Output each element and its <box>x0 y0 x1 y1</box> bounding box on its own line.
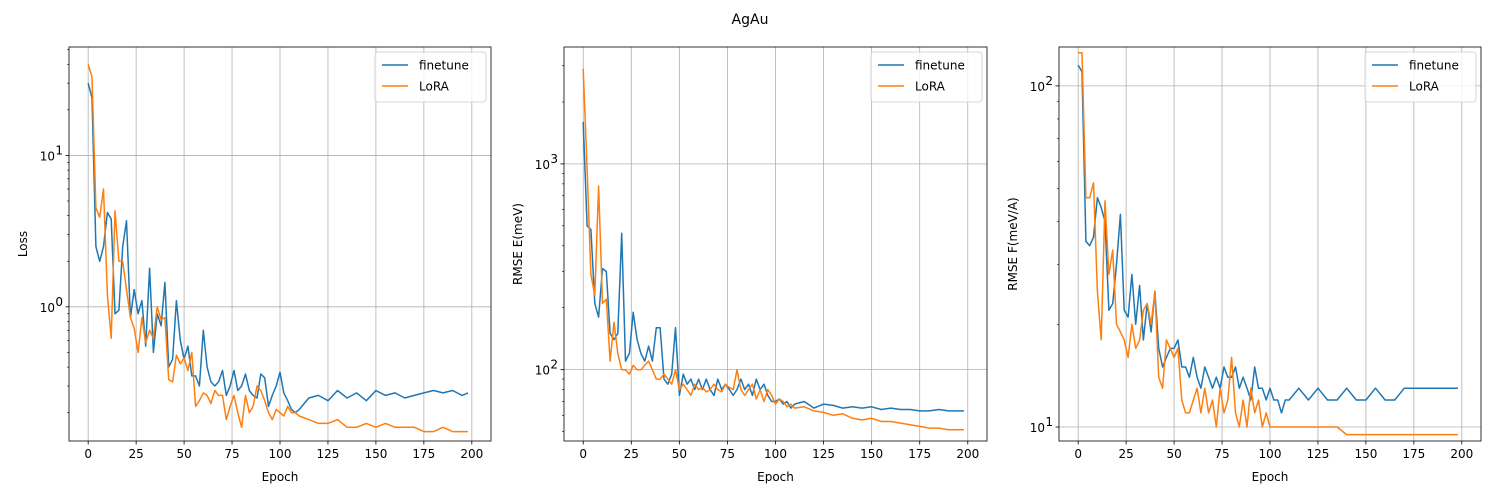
series-line-lora <box>1078 52 1458 436</box>
x-tick-label: 200 <box>956 447 979 461</box>
x-tick-label: 125 <box>317 447 340 461</box>
y-tick-base: 10 <box>40 301 55 315</box>
y-tick-exponent: 1 <box>1045 415 1053 429</box>
x-tick-label: 0 <box>84 447 92 461</box>
y-tick-base: 10 <box>535 158 550 172</box>
legend-label-lora: LoRA <box>915 80 946 94</box>
y-tick-base: 10 <box>535 364 550 378</box>
x-axis-label: Epoch <box>757 470 794 484</box>
series-line-finetune <box>582 121 964 412</box>
legend-label-finetune: finetune <box>1409 59 1459 73</box>
y-tick-label: 10 <box>1030 80 1045 94</box>
legend: finetune LoRA <box>374 51 487 103</box>
y-tick-label: 10 <box>40 149 55 163</box>
legend-label-finetune: finetune <box>915 59 965 73</box>
y-axis-label: RMSE E(meV) <box>511 203 525 285</box>
y-tick-base: 10 <box>1030 421 1045 435</box>
series-line-finetune <box>87 83 469 414</box>
y-tick-exponent: 3 <box>550 152 558 166</box>
x-tick-label: 25 <box>624 447 639 461</box>
x-tick-label: 100 <box>1259 447 1282 461</box>
x-tick-label: 100 <box>269 447 292 461</box>
legend: finetune LoRA <box>870 51 983 103</box>
x-tick-label: 100 <box>764 447 787 461</box>
y-axis-label: RMSE F(meV/A) <box>1006 197 1020 291</box>
x-tick-label: 25 <box>128 447 143 461</box>
x-tick-label: 25 <box>1118 447 1133 461</box>
x-axis-label: Epoch <box>1252 470 1289 484</box>
x-tick-label: 150 <box>1354 447 1377 461</box>
x-tick-label: 150 <box>364 447 387 461</box>
x-tick-label: 125 <box>812 447 835 461</box>
y-tick-label: 10 <box>1030 421 1045 435</box>
y-tick-exponent: 2 <box>550 358 558 372</box>
legend-label-lora: LoRA <box>1409 80 1440 94</box>
figure-title: AgAu <box>732 12 769 28</box>
y-tick-label: 10 <box>40 301 55 315</box>
x-tick-label: 75 <box>224 447 239 461</box>
legend-label-finetune: finetune <box>419 59 469 73</box>
x-tick-label: 200 <box>1450 447 1473 461</box>
series-line-finetune <box>1077 64 1458 414</box>
y-tick-exponent: 2 <box>1045 74 1053 88</box>
y-tick-label: 10 <box>535 364 550 378</box>
x-tick-label: 50 <box>1166 447 1181 461</box>
x-tick-label: 75 <box>1214 447 1229 461</box>
series-line-lora <box>582 68 964 431</box>
x-axis-label: Epoch <box>262 470 299 484</box>
x-tick-label: 50 <box>672 447 687 461</box>
series-line-lora <box>87 64 468 433</box>
x-tick-label: 200 <box>460 447 483 461</box>
x-tick-label: 0 <box>1074 447 1082 461</box>
legend: finetune LoRA <box>1364 51 1477 103</box>
y-axis-label: Loss <box>16 231 30 257</box>
y-tick-label: 10 <box>535 158 550 172</box>
x-tick-label: 175 <box>908 447 931 461</box>
y-tick-base: 10 <box>40 149 55 163</box>
x-tick-label: 150 <box>860 447 883 461</box>
y-tick-exponent: 1 <box>55 143 63 157</box>
x-tick-label: 0 <box>579 447 587 461</box>
legend-label-lora: LoRA <box>419 80 450 94</box>
y-tick-base: 10 <box>1030 80 1045 94</box>
x-tick-label: 50 <box>176 447 191 461</box>
x-tick-label: 175 <box>412 447 435 461</box>
x-tick-label: 75 <box>720 447 735 461</box>
x-tick-label: 175 <box>1402 447 1425 461</box>
y-tick-exponent: 0 <box>55 295 63 309</box>
x-tick-label: 125 <box>1307 447 1330 461</box>
